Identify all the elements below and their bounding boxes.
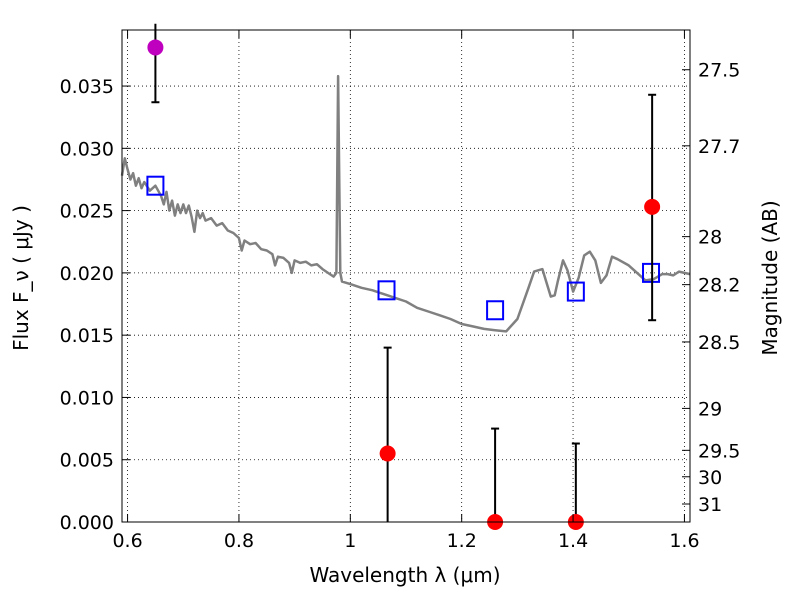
x-axis: 0.6 0.8 1 1.2 1.4 1.6 [112, 30, 700, 552]
x-tick-label: 1.6 [669, 530, 699, 552]
x-tick-label: 0.6 [112, 530, 142, 552]
y-tick-label: 0.000 [60, 512, 114, 534]
y-tick-label: 0.010 [60, 387, 114, 409]
x-tick-label: 1.2 [447, 530, 477, 552]
y-tick-label: 0.020 [60, 263, 114, 285]
magnitude-tick-label: 27.7 [698, 136, 740, 158]
y-axis-right: 27.5 27.7 28 28.2 28.5 29 29.5 30 31 [682, 60, 740, 516]
x-tick-label: 1 [344, 530, 356, 552]
y-axis-title: Flux F_ν ( μJy ) [9, 205, 33, 351]
x-tick-label: 0.8 [224, 530, 254, 552]
model-flux-marker [486, 300, 505, 321]
magnitude-tick-label: 31 [698, 494, 722, 516]
y-tick-label: 0.035 [60, 76, 114, 98]
plot-series [120, 23, 691, 530]
magnitude-tick-label: 28.5 [698, 332, 740, 354]
x-axis-title: Wavelength λ (μm) [309, 563, 500, 587]
plot-frame [121, 29, 691, 523]
magnitude-tick-label: 30 [698, 467, 722, 489]
plot-border [121, 29, 691, 523]
model-flux-marker [642, 262, 661, 283]
right-axis-title: Magnitude (AB) [758, 200, 782, 355]
photometry-point [379, 445, 396, 462]
magnitude-tick-label: 28.2 [698, 275, 740, 297]
model-flux-marker [377, 280, 396, 301]
magnitude-tick-label: 28 [698, 227, 722, 249]
spectrum-line [120, 74, 691, 333]
photometry-point [147, 39, 164, 56]
y-tick-label: 0.005 [60, 450, 114, 472]
y-tick-label: 0.025 [60, 201, 114, 223]
photometry-point [644, 198, 661, 215]
magnitude-tick-label: 29 [698, 398, 722, 420]
y-tick-label: 0.015 [60, 325, 114, 347]
y-axis-left: 0.000 0.005 0.010 0.015 0.020 0.025 0.030 0.035 [60, 76, 130, 534]
y-tick-label: 0.030 [60, 138, 114, 160]
magnitude-tick-label: 29.5 [698, 440, 740, 462]
model-flux-marker [566, 281, 585, 302]
model-flux-marker [146, 175, 165, 196]
x-tick-label: 1.4 [558, 530, 588, 552]
magnitude-tick-label: 27.5 [698, 60, 740, 82]
